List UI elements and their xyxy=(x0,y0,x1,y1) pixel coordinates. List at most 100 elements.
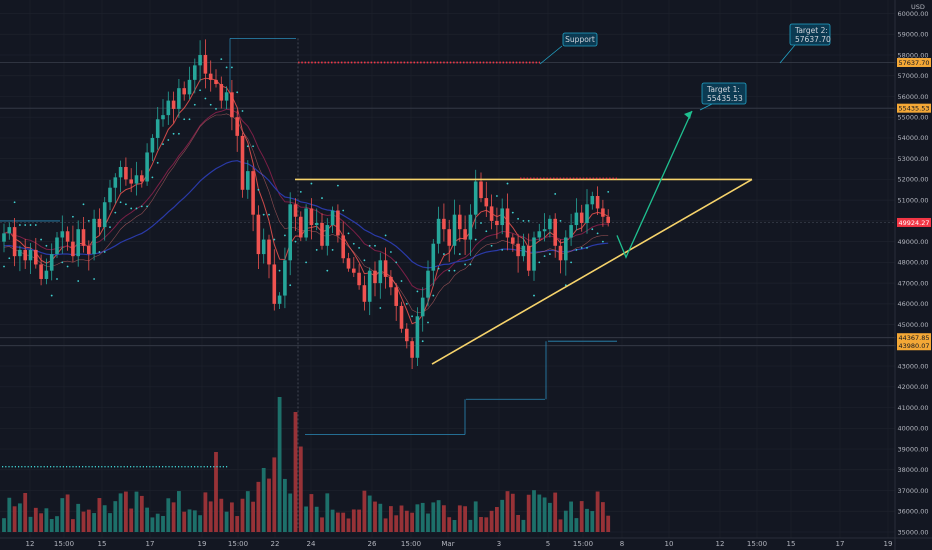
moving-averages xyxy=(4,78,608,324)
candle-body xyxy=(87,246,91,254)
volume-bar xyxy=(522,520,526,532)
candle-body xyxy=(2,233,6,241)
sar-dot xyxy=(162,143,164,145)
volume-bar xyxy=(421,503,425,532)
support-callout-text: Support xyxy=(565,35,595,44)
volume-bar xyxy=(257,482,261,532)
x-tick-label: 15:00 xyxy=(747,540,767,548)
volume-bar xyxy=(368,496,372,532)
sar-dot xyxy=(470,264,472,266)
sar-dot xyxy=(517,218,519,220)
sar-dot xyxy=(501,249,503,251)
volume-bar xyxy=(431,502,435,532)
x-tick-label: 19 xyxy=(884,540,893,548)
candle-body xyxy=(267,240,271,265)
candle-body xyxy=(161,115,165,119)
volume-bar xyxy=(113,501,117,532)
volume-bar xyxy=(188,509,192,532)
sar-dot xyxy=(146,205,148,207)
sar-dot xyxy=(432,295,434,297)
volume-bar xyxy=(569,502,573,532)
candle-body xyxy=(389,277,393,287)
volume-bar xyxy=(235,516,239,532)
sar-dot xyxy=(226,67,228,69)
candle-body xyxy=(394,287,398,306)
sar-dot xyxy=(406,303,408,305)
y-tick-label: 46000.00 xyxy=(897,300,928,308)
candle-body xyxy=(591,196,595,204)
volume-bar xyxy=(45,508,49,532)
candle-body xyxy=(522,246,526,256)
candle-body xyxy=(506,208,510,237)
target-1-value: 55435.53 xyxy=(707,94,743,103)
x-tick-label: 24 xyxy=(307,540,316,548)
sar-dot xyxy=(348,232,350,234)
volume-bar xyxy=(590,511,594,532)
volume-bar xyxy=(458,505,462,532)
y-tick-label: 52000.00 xyxy=(897,176,928,184)
candle-body xyxy=(405,329,409,341)
candle-body xyxy=(50,254,54,271)
volume-bar xyxy=(7,498,11,532)
sar-dot xyxy=(67,266,69,268)
candle-body xyxy=(129,179,133,183)
sar-dot xyxy=(459,253,461,255)
candle-body xyxy=(596,196,600,208)
x-axis[interactable]: 12 15:00 15 17 19 15:00 22 24 26 15:00 Mar 3 5 15:00 8… xyxy=(0,538,932,548)
sar-dot xyxy=(321,197,323,199)
sar-dot xyxy=(454,270,456,272)
volume-bar xyxy=(363,491,367,532)
x-tick-label: 12 xyxy=(26,540,35,548)
volume-bar xyxy=(426,514,430,532)
sar-dot xyxy=(480,222,482,224)
sar-dot xyxy=(417,291,419,293)
sar-dot xyxy=(411,315,413,317)
y-tick-label: 60000.00 xyxy=(897,10,928,18)
volume-bar xyxy=(469,520,473,532)
sar-dot xyxy=(8,257,10,259)
volume-bar xyxy=(278,397,282,532)
sar-dot xyxy=(61,261,63,263)
volume-bar xyxy=(373,502,377,532)
volume-bar xyxy=(405,511,409,532)
sar-dot xyxy=(395,261,397,263)
sar-dot xyxy=(130,208,132,210)
volume-bar xyxy=(537,495,541,532)
sar-dot xyxy=(581,247,583,249)
y-axis[interactable]: 35000.00 36000.00 37000.00 38000.00 39000.00… xyxy=(895,0,931,550)
candle-body xyxy=(246,171,250,190)
volume-bar xyxy=(119,493,123,532)
candle-body xyxy=(13,227,17,256)
sar-dot xyxy=(35,224,37,226)
sar-dot xyxy=(72,216,74,218)
candle-body xyxy=(606,217,610,223)
volume-bar xyxy=(219,499,223,532)
sar-dot xyxy=(51,295,53,297)
y-tick-label: 39000.00 xyxy=(897,445,928,453)
volume-bar xyxy=(166,498,170,532)
target-2-leader xyxy=(780,45,795,63)
sar-dot xyxy=(369,245,371,247)
sar-dot xyxy=(220,58,222,60)
sar-dot xyxy=(364,259,366,261)
volume-bar xyxy=(82,512,86,532)
y-tick-label: 55000.00 xyxy=(897,114,928,122)
y-tick-label: 35000.00 xyxy=(897,528,928,536)
support-callout: Support xyxy=(563,33,597,46)
projection-arrowhead xyxy=(684,111,692,119)
price-label-text: 44367.85 xyxy=(898,334,929,342)
candle-body xyxy=(177,88,181,109)
candle-body xyxy=(204,55,208,74)
candle-body xyxy=(569,225,573,237)
ema-fast-line xyxy=(4,78,608,324)
sar-dot xyxy=(136,208,138,210)
sar-dot xyxy=(268,214,270,216)
volume-bar xyxy=(447,517,451,532)
sar-dot xyxy=(358,247,360,249)
candle-body xyxy=(336,211,340,236)
candle-body xyxy=(485,198,489,206)
volume-bar xyxy=(352,509,356,532)
x-tick-label: 8 xyxy=(620,540,624,548)
sar-dot xyxy=(316,249,318,251)
